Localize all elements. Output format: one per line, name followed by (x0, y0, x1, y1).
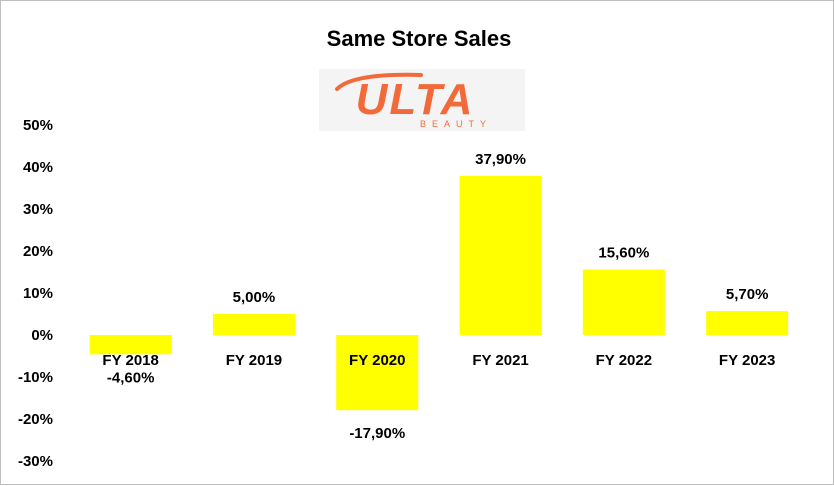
y-tick-label: -30% (18, 453, 53, 470)
y-tick-label: 50% (23, 117, 53, 134)
bar-fy-2022 (582, 269, 665, 335)
x-category-label: FY 2022 (596, 352, 652, 369)
data-label: 5,70% (726, 286, 769, 303)
x-category-label: FY 2020 (349, 352, 405, 369)
bar-fy-2020 (336, 335, 419, 411)
bar-fy-2019 (212, 314, 295, 335)
data-label: -17,90% (349, 425, 405, 442)
bar-fy-2023 (706, 311, 789, 335)
bars-group (89, 175, 789, 411)
x-axis: FY 2018 FY 2019 FY 2020 FY 2021 FY 2022 FY 20… (102, 352, 775, 369)
data-label: 37,90% (475, 151, 526, 168)
data-label: 15,60% (598, 244, 649, 261)
bar-fy-2021 (459, 175, 542, 335)
ulta-beauty-logo: ULTA BEAUTY (319, 69, 525, 131)
y-tick-label: 40% (23, 159, 53, 176)
y-tick-label: 30% (23, 201, 53, 218)
x-category-label: FY 2021 (472, 352, 528, 369)
y-tick-label: 20% (23, 243, 53, 260)
bar-fy-2018 (89, 335, 172, 355)
y-tick-label: -20% (18, 411, 53, 428)
data-label: 5,00% (233, 289, 276, 306)
logo-wordmark: ULTA (356, 75, 475, 124)
y-tick-label: -10% (18, 369, 53, 386)
y-axis: 50% 40% 30% 20% 10% 0% -10% -20% -30% (18, 117, 53, 470)
y-tick-label: 0% (31, 327, 53, 344)
data-labels-group: -4,60% 5,00% -17,90% 37,90% 15,60% 5,70% (107, 151, 769, 442)
logo-subtext: BEAUTY (420, 119, 492, 129)
y-tick-label: 10% (23, 285, 53, 302)
x-category-label: FY 2023 (719, 352, 775, 369)
x-category-label: FY 2019 (226, 352, 282, 369)
chart-title: Same Store Sales (327, 26, 512, 51)
x-category-label: FY 2018 (102, 352, 158, 369)
data-label: -4,60% (107, 369, 155, 386)
